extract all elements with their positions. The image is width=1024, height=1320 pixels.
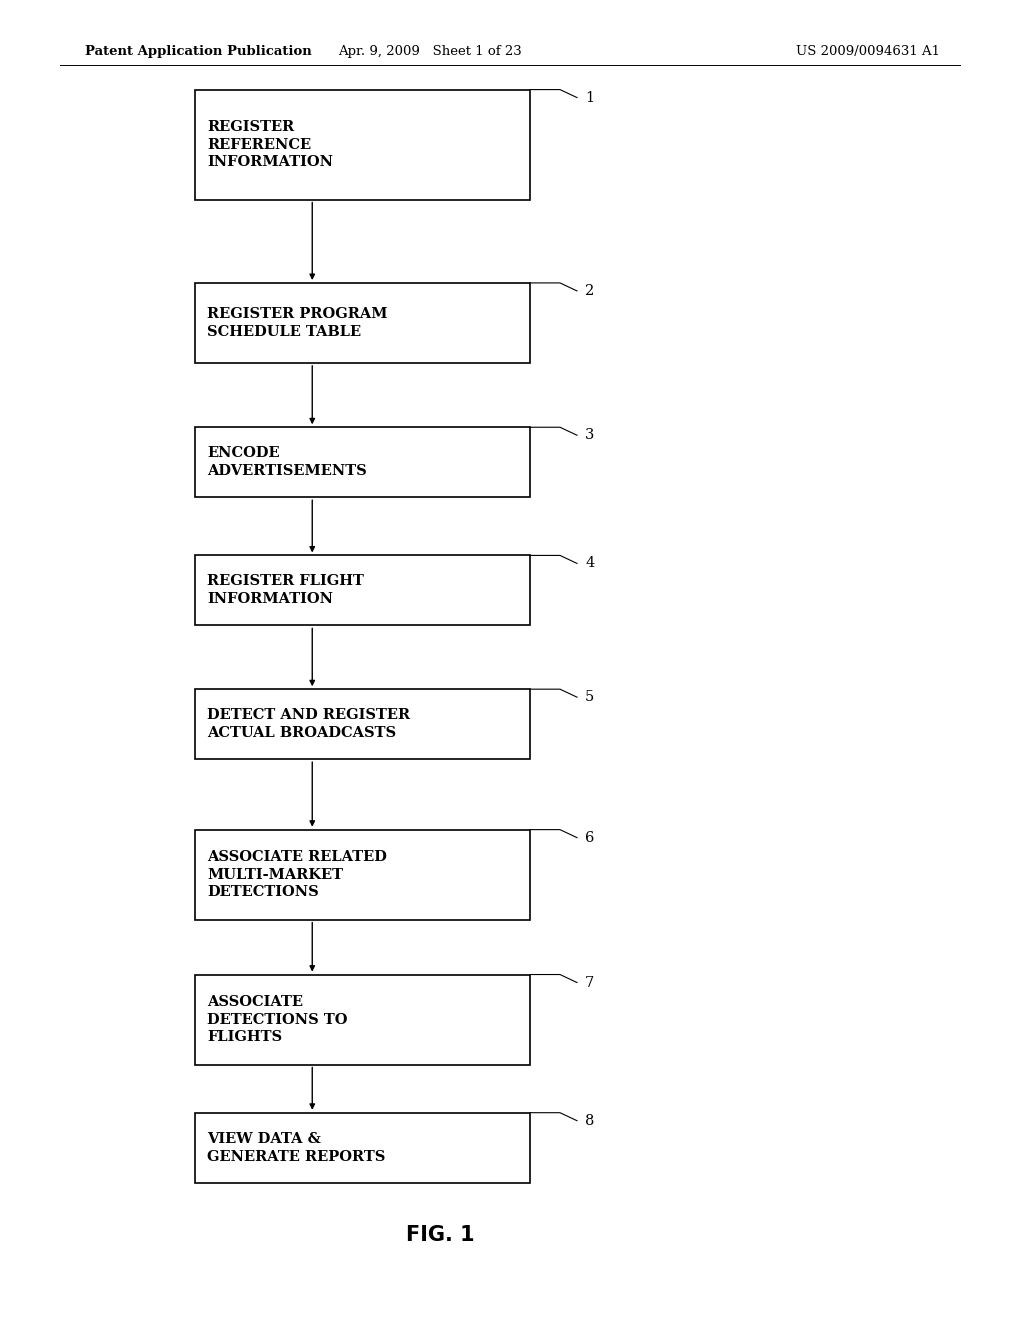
Text: REGISTER FLIGHT
INFORMATION: REGISTER FLIGHT INFORMATION xyxy=(207,574,364,606)
Text: FIG. 1: FIG. 1 xyxy=(406,1225,475,1245)
Text: 6: 6 xyxy=(585,830,594,845)
Text: Apr. 9, 2009   Sheet 1 of 23: Apr. 9, 2009 Sheet 1 of 23 xyxy=(338,45,522,58)
Text: ASSOCIATE RELATED
MULTI-MARKET
DETECTIONS: ASSOCIATE RELATED MULTI-MARKET DETECTION… xyxy=(207,850,387,899)
Text: REGISTER PROGRAM
SCHEDULE TABLE: REGISTER PROGRAM SCHEDULE TABLE xyxy=(207,308,387,339)
Text: 3: 3 xyxy=(585,428,594,442)
Text: 1: 1 xyxy=(585,91,594,104)
Text: 2: 2 xyxy=(585,284,594,298)
Bar xyxy=(195,1113,530,1183)
Text: ENCODE
ADVERTISEMENTS: ENCODE ADVERTISEMENTS xyxy=(207,446,367,478)
Bar xyxy=(195,974,530,1064)
Text: 5: 5 xyxy=(585,690,594,704)
Bar xyxy=(195,689,530,759)
Text: Patent Application Publication: Patent Application Publication xyxy=(85,45,311,58)
Bar xyxy=(195,90,530,199)
Bar xyxy=(195,830,530,920)
Text: REGISTER
REFERENCE
INFORMATION: REGISTER REFERENCE INFORMATION xyxy=(207,120,333,169)
Text: 8: 8 xyxy=(585,1114,594,1127)
Bar xyxy=(195,282,530,363)
Bar xyxy=(195,428,530,498)
Text: VIEW DATA &
GENERATE REPORTS: VIEW DATA & GENERATE REPORTS xyxy=(207,1131,385,1164)
Text: 4: 4 xyxy=(585,557,594,570)
Bar xyxy=(195,556,530,626)
Text: 7: 7 xyxy=(585,975,594,990)
Text: ASSOCIATE
DETECTIONS TO
FLIGHTS: ASSOCIATE DETECTIONS TO FLIGHTS xyxy=(207,995,347,1044)
Text: US 2009/0094631 A1: US 2009/0094631 A1 xyxy=(796,45,940,58)
Text: DETECT AND REGISTER
ACTUAL BROADCASTS: DETECT AND REGISTER ACTUAL BROADCASTS xyxy=(207,709,411,741)
